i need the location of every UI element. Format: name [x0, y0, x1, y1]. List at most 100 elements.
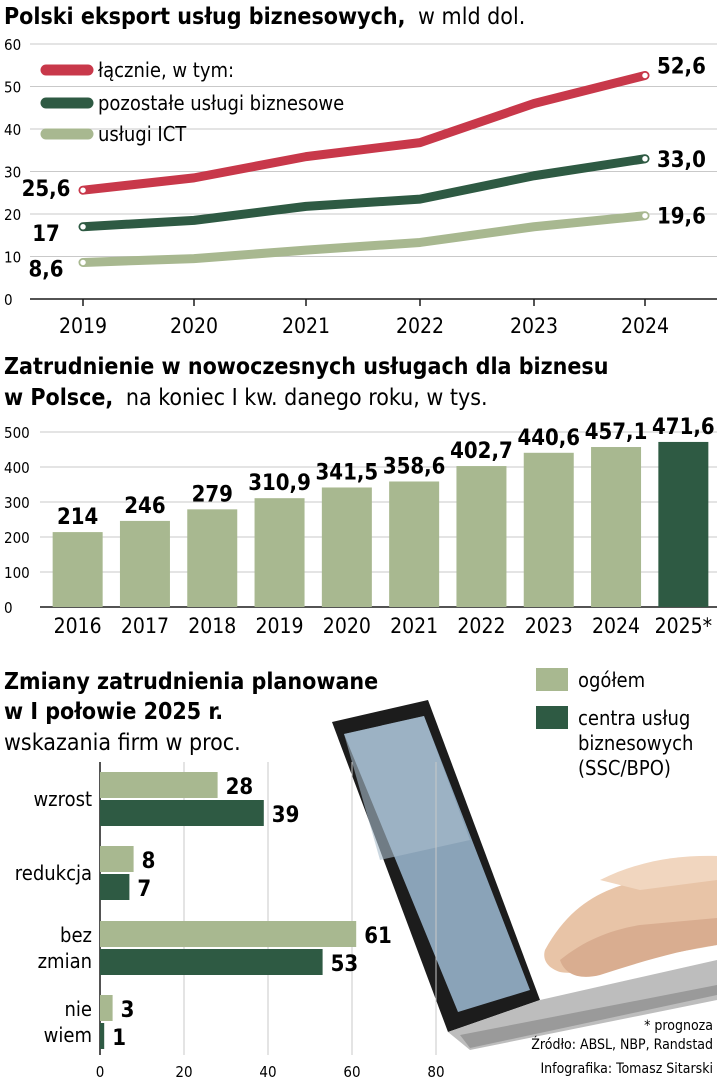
- bar: [523, 452, 574, 607]
- y-tick-label: 500: [4, 424, 30, 442]
- start-point: [78, 185, 88, 195]
- source: Źródło: ABSL, NBP, Randstad: [531, 1035, 713, 1053]
- bar: [100, 949, 323, 975]
- legend-label: pozostałe usługi biznesowe: [98, 91, 344, 115]
- chart2-title-line2: w Polsce, na koniec I kw. danego roku, w…: [4, 385, 488, 411]
- y-tick-label: 50: [4, 79, 21, 97]
- bar-value-label: 246: [124, 494, 165, 519]
- bar: [100, 846, 134, 872]
- x-tick-label: 0: [96, 1063, 105, 1080]
- x-tick-label: 2023: [510, 314, 558, 338]
- bar-value-label: 440,6: [517, 426, 580, 451]
- bar-value-label: 402,7: [450, 439, 513, 464]
- end-value-label: 19,6: [657, 205, 706, 230]
- series-line: [78, 70, 650, 195]
- footnote: * prognoza: [644, 1018, 713, 1034]
- chart2-title-line1: Zatrudnienie w nowoczesnych usługach dla…: [4, 354, 608, 380]
- x-tick-label: 80: [427, 1063, 444, 1080]
- bar: [389, 481, 440, 607]
- x-tick-label: 2024: [592, 614, 640, 638]
- bar: [456, 466, 507, 607]
- bar: [119, 520, 170, 607]
- bar: [100, 995, 113, 1021]
- x-tick-label: 2022: [396, 314, 444, 338]
- end-value-label: 52,6: [657, 54, 706, 79]
- start-value-label: 17: [32, 222, 60, 247]
- x-tick-label: 2020: [170, 314, 218, 338]
- bar: [100, 1023, 105, 1049]
- series-line: [78, 211, 650, 267]
- y-tick-label: 0: [4, 291, 13, 309]
- x-tick-label: 2025*: [655, 614, 713, 638]
- y-tick-label: 0: [4, 599, 13, 617]
- x-tick-label: 2019: [256, 614, 304, 638]
- category-label: zmian: [38, 949, 92, 973]
- bar: [187, 509, 238, 607]
- series-line: [78, 154, 650, 232]
- bar-value-label: 39: [272, 803, 300, 828]
- bar: [100, 772, 218, 798]
- bar-value-label: 1: [112, 1026, 126, 1051]
- x-tick-label: 2018: [188, 614, 236, 638]
- start-point: [78, 222, 88, 231]
- y-tick-label: 60: [4, 36, 21, 54]
- end-point: [640, 154, 650, 163]
- bar: [254, 498, 305, 607]
- bar-value-label: 28: [226, 775, 254, 800]
- category-label: redukcja: [15, 861, 92, 885]
- legend-label: (SSC/BPO): [578, 756, 671, 780]
- y-tick-label: 300: [4, 494, 30, 512]
- bar-value-label: 358,6: [383, 454, 446, 479]
- x-tick-label: 2020: [323, 614, 371, 638]
- y-tick-label: 400: [4, 459, 30, 477]
- bar: [658, 441, 709, 607]
- credit: Infografika: Tomasz Sitarski: [540, 1061, 713, 1077]
- category-label: nie: [65, 997, 92, 1021]
- bar: [321, 487, 372, 607]
- legend-swatch: [536, 668, 568, 691]
- x-tick-label: 2021: [390, 614, 438, 638]
- x-tick-label: 2016: [54, 614, 102, 638]
- category-label: wiem: [44, 1023, 92, 1047]
- y-tick-label: 10: [4, 249, 21, 267]
- x-tick-label: 2023: [525, 614, 573, 638]
- chart1-title: Polski eksport usług biznesowych, w mld …: [4, 4, 525, 30]
- bar: [52, 532, 103, 607]
- bar-value-label: 8: [142, 849, 156, 874]
- bar: [100, 800, 264, 826]
- bar-value-label: 3: [121, 998, 135, 1023]
- start-value-label: 25,6: [22, 177, 71, 202]
- y-tick-label: 30: [4, 164, 21, 182]
- category-label: wzrost: [33, 787, 92, 811]
- y-tick-label: 100: [4, 564, 30, 582]
- chart3-title-line1: Zmiany zatrudnienia planowane: [4, 669, 378, 695]
- bar-value-label: 61: [364, 924, 392, 949]
- x-tick-label: 20: [175, 1063, 192, 1080]
- x-tick-label: 2021: [282, 314, 330, 338]
- bar-value-label: 214: [57, 505, 98, 530]
- legend-swatch: [536, 706, 568, 729]
- bar: [100, 874, 130, 900]
- end-point: [640, 211, 650, 220]
- chart3-subtitle: wskazania firm w proc.: [4, 730, 241, 756]
- bar-value-label: 7: [137, 877, 151, 902]
- y-tick-label: 200: [4, 529, 30, 547]
- end-point: [640, 71, 650, 80]
- bar: [591, 447, 642, 607]
- bar-chart: 0 100 200 300 400 500 214 2016 246 2017 279 2018 310…: [4, 415, 717, 638]
- bar-value-label: 341,5: [316, 460, 379, 485]
- bar-value-label: 53: [331, 952, 359, 977]
- bar-value-label: 279: [192, 482, 233, 507]
- y-tick-label: 40: [4, 121, 21, 139]
- y-tick-label: 20: [4, 206, 21, 224]
- bar-value-label: 471,6: [652, 415, 715, 440]
- line-chart: 0 10 20 30 40 50 60 2019 2020 2021 2022 2023 2024 łąc…: [4, 36, 717, 338]
- x-tick-label: 2019: [59, 314, 107, 338]
- end-value-label: 33,0: [657, 148, 706, 173]
- bar-value-label: 310,9: [248, 471, 311, 496]
- x-tick-label: 2017: [121, 614, 169, 638]
- x-tick-label: 40: [259, 1063, 276, 1080]
- x-tick-label: 60: [343, 1063, 360, 1080]
